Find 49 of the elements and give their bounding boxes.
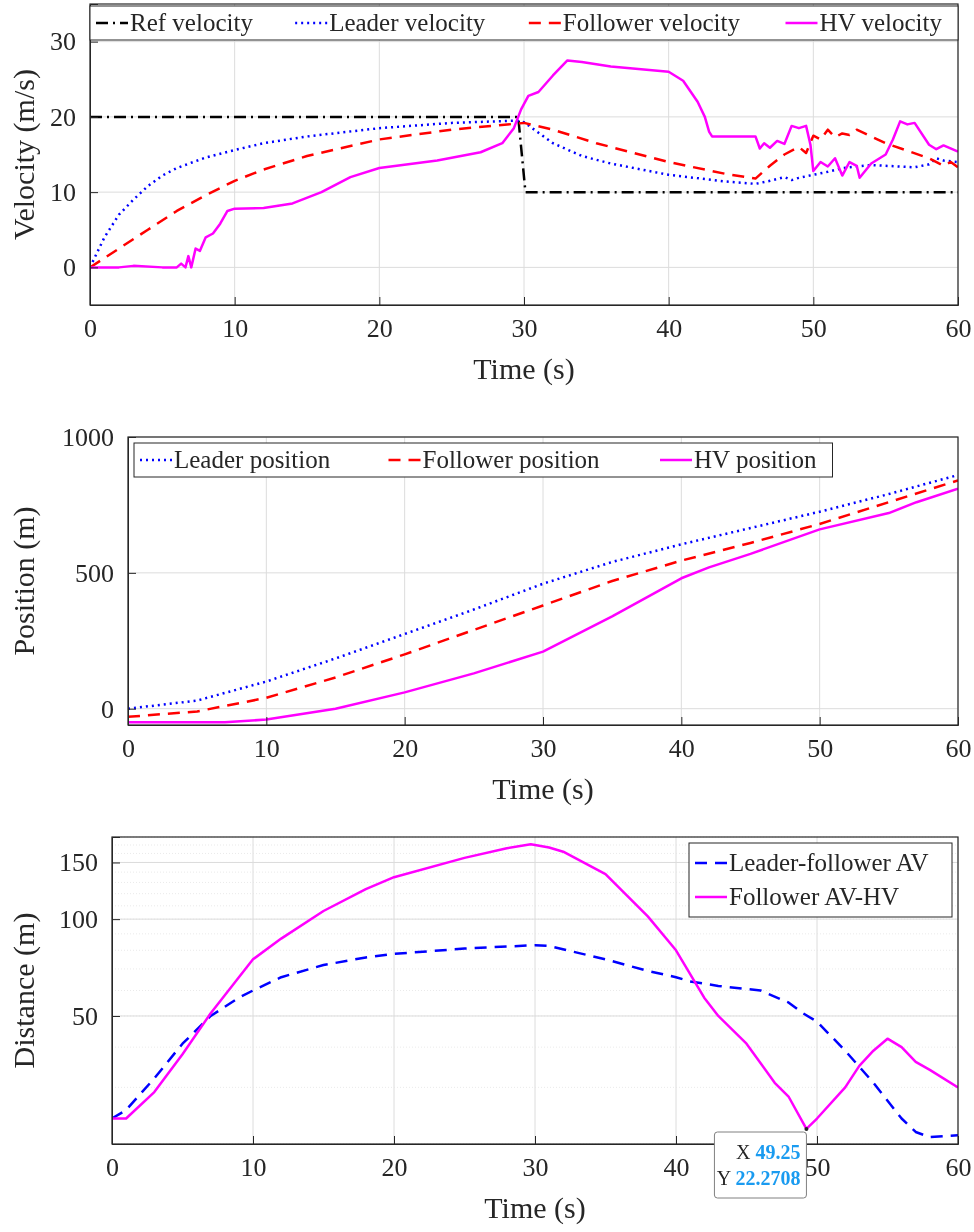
legend-label: HV velocity	[819, 9, 943, 36]
x-tick-label: 60	[945, 314, 972, 344]
line-series	[90, 59, 958, 269]
x-tick-label: 0	[122, 734, 135, 764]
line-series	[112, 842, 958, 1131]
x-tick-label: 60	[945, 1153, 972, 1183]
y-axis-title: Position (m)	[7, 506, 41, 656]
y-axis-title: Distance (m)	[7, 912, 41, 1069]
legend-label: Leader position	[174, 446, 331, 473]
annotation: X 49.25	[735, 1141, 801, 1163]
x-tick-label: 30	[530, 734, 557, 764]
line-series	[112, 943, 958, 1139]
legend-label: HV position	[694, 446, 817, 473]
x-tick-label: 20	[392, 734, 419, 764]
x-tick-label: 30	[522, 1153, 549, 1183]
y-tick-label: 1000	[62, 422, 114, 452]
y-tick-label: 10	[50, 177, 76, 207]
y-tick-label: 100	[59, 904, 98, 934]
y-axis-title: Velocity (m/s)	[7, 69, 41, 240]
x-axis-title: Time (s)	[484, 1191, 586, 1225]
legend-label: Follower position	[422, 446, 601, 473]
x-tick-label: 40	[663, 1153, 690, 1183]
x-tick-label: 10	[222, 314, 249, 344]
y-tick-label: 20	[50, 102, 76, 132]
x-tick-label: 50	[800, 314, 827, 344]
legend-label: Leader-follower AV	[729, 849, 929, 876]
y-tick-label: 0	[101, 694, 114, 724]
x-axis-title: Time (s)	[473, 352, 575, 386]
x-tick-label: 10	[253, 734, 280, 764]
x-axis-title: Time (s)	[492, 772, 594, 806]
legend-label: Leader velocity	[329, 9, 486, 36]
x-tick-label: 50	[804, 1153, 831, 1183]
x-tick-label: 40	[656, 314, 683, 344]
x-tick-label: 10	[240, 1153, 267, 1183]
y-tick-label: 500	[75, 558, 114, 588]
legend-label: Follower velocity	[562, 9, 741, 36]
y-tick-label: 150	[59, 848, 98, 878]
x-tick-label: 60	[945, 734, 972, 764]
y-tick-label: 30	[50, 27, 76, 57]
x-tick-label: 20	[381, 1153, 408, 1183]
x-tick-label: 20	[366, 314, 393, 344]
legend-label: Ref velocity	[130, 9, 254, 36]
legend-label: Follower AV-HV	[729, 883, 900, 910]
x-tick-label: 50	[807, 734, 834, 764]
y-tick-label: 50	[72, 1001, 98, 1031]
annotation: Y 22.2708	[716, 1167, 801, 1189]
x-tick-label: 30	[511, 314, 538, 344]
x-tick-label: 40	[668, 734, 695, 764]
y-tick-label: 0	[63, 253, 76, 283]
